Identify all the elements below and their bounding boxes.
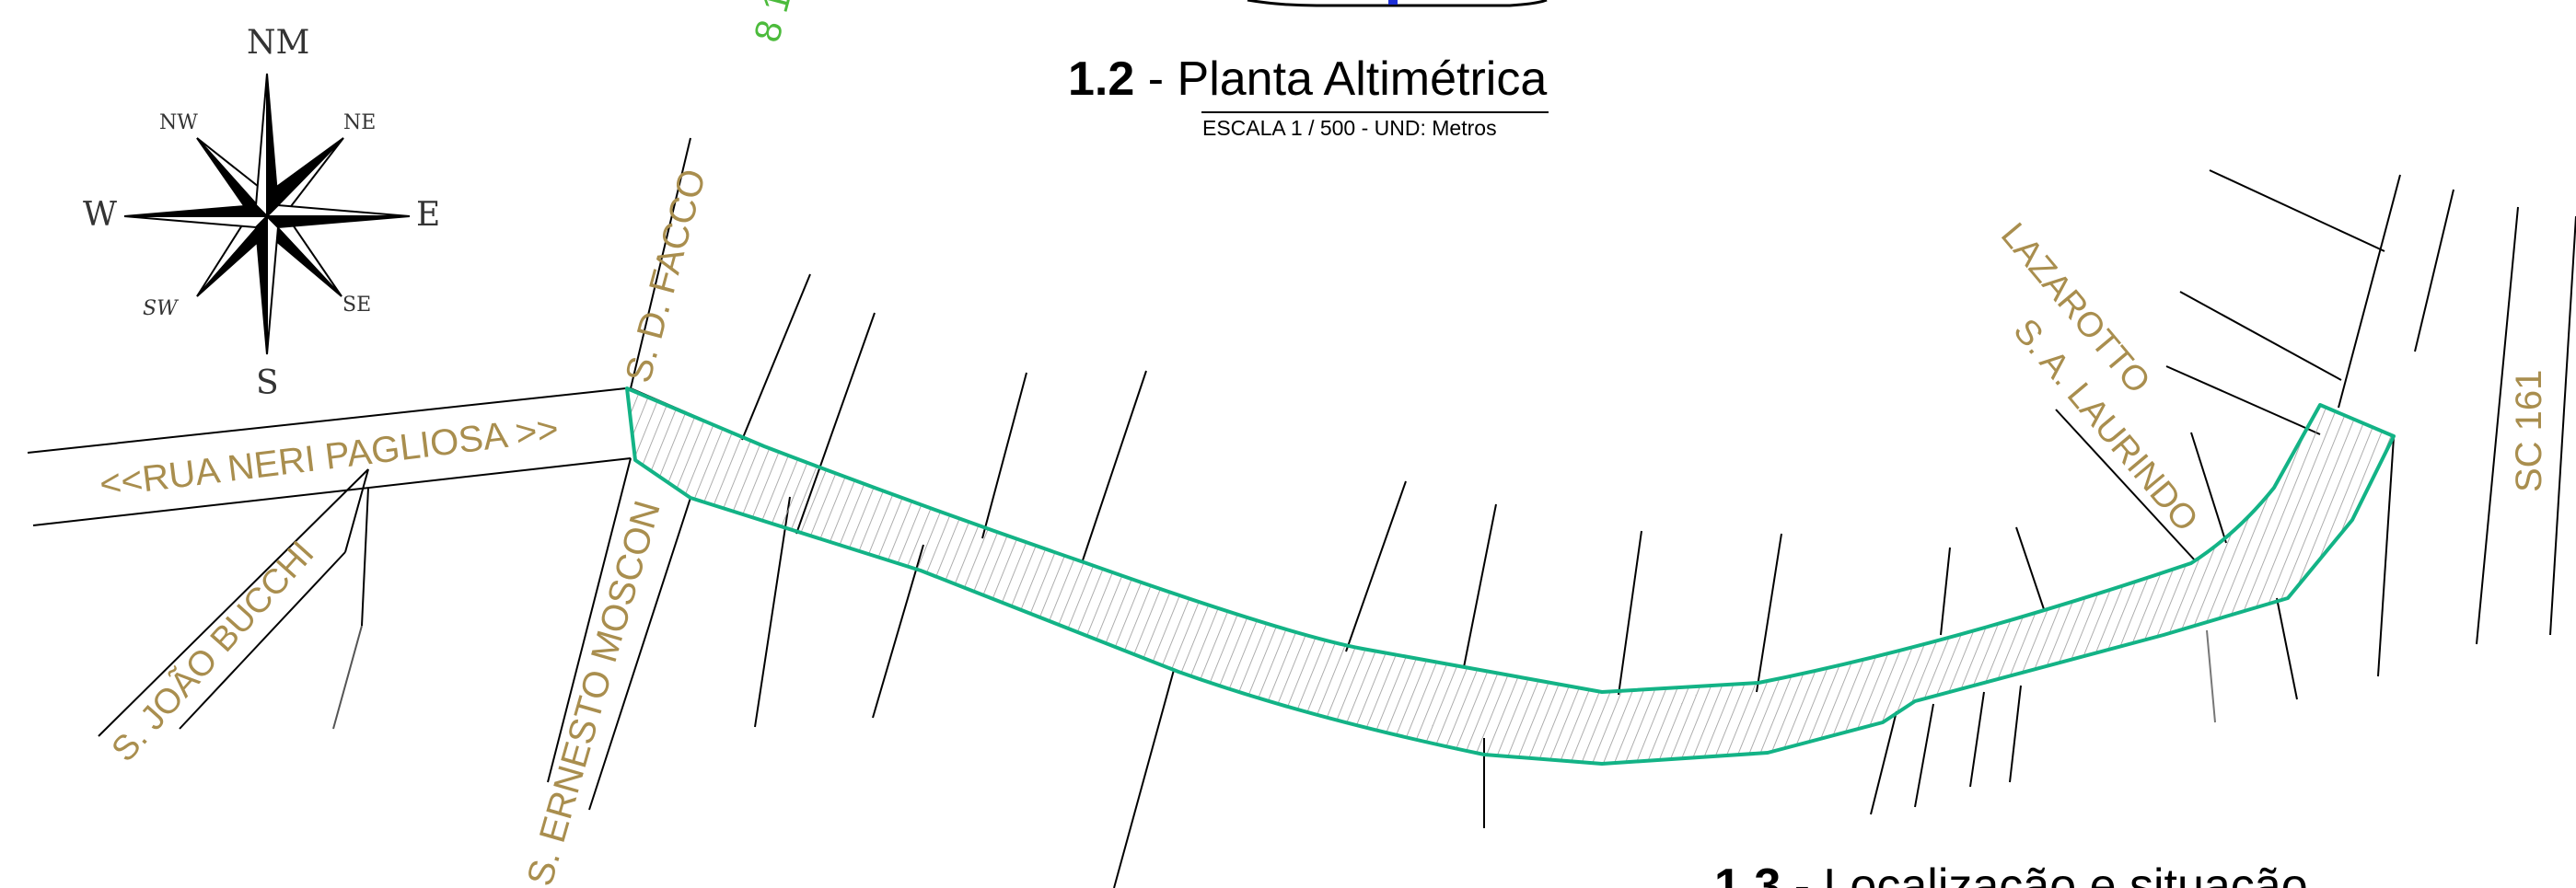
svg-text:1.2 - Planta Altimétrica: 1.2 - Planta Altimétrica [1068, 52, 1547, 106]
top-number: 8 1 [747, 0, 799, 46]
compass-east-label: E [416, 196, 440, 234]
heading-number: 1.2 [1068, 52, 1134, 106]
street-label-rua-neri: <<RUA NERI PAGLIOSA >> [98, 409, 561, 505]
blue-marker [1388, 0, 1398, 5]
road-corridor [625, 386, 2396, 766]
compass-ne-label: NE [343, 111, 376, 134]
heading-scale: ESCALA 1 / 500 - UND: Metros [1202, 116, 1497, 140]
street-label-sc161: SC 161 [2509, 370, 2549, 492]
compass-nw-label: NW [159, 111, 198, 134]
heading-title: Planta Altimétrica [1178, 52, 1548, 106]
compass-se-label: SE [342, 294, 371, 317]
compass-sw-label: SW [143, 297, 180, 320]
street-label-joao-bucchi: S. JOÃO BUCCHI [104, 534, 322, 769]
next-heading-title: - Localização e situação [1781, 859, 2307, 888]
compass-north-label: NM [247, 24, 309, 62]
top-partial-frame [1247, 0, 1548, 7]
street-label-ernesto-moscon: S. ERNESTO MOSCON [519, 496, 668, 888]
compass-rose-icon [123, 73, 411, 355]
next-heading-number: 1.3 [1714, 859, 1781, 888]
street-label-d-facco: S. D. FACCO [618, 165, 714, 386]
next-section-heading: 1.3 - Localização e situação [1714, 859, 2308, 888]
section-heading: 1.2 - Planta Altimétrica ESCALA 1 / 500 … [1068, 52, 1549, 140]
compass-south-label: S [256, 364, 279, 402]
compass-west-label: W [83, 196, 117, 234]
heading-separator: - [1134, 52, 1177, 106]
